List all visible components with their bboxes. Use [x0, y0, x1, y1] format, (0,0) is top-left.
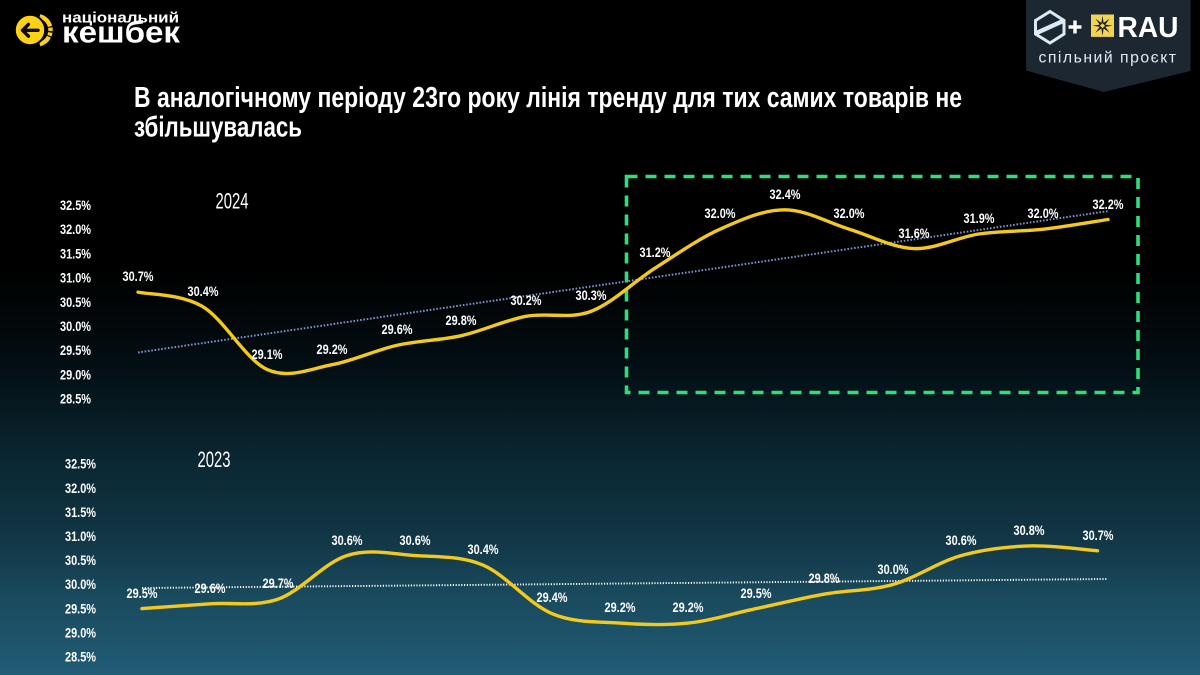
svg-text:32.2%: 32.2% [1093, 196, 1124, 212]
svg-text:29.6%: 29.6% [382, 321, 413, 337]
svg-text:29.5%: 29.5% [741, 585, 772, 601]
svg-text:29.8%: 29.8% [446, 312, 477, 328]
svg-text:29.5%: 29.5% [65, 600, 96, 616]
svg-text:2024: 2024 [216, 188, 249, 213]
svg-text:32.5%: 32.5% [65, 456, 96, 472]
svg-text:кешбек: кешбек [62, 15, 181, 50]
svg-text:30.0%: 30.0% [65, 576, 96, 592]
svg-text:32.0%: 32.0% [705, 205, 736, 221]
svg-text:30.6%: 30.6% [946, 532, 977, 548]
svg-text:29.5%: 29.5% [60, 342, 91, 358]
svg-text:31.2%: 31.2% [640, 244, 671, 260]
svg-text:В аналогічному періоду 23го ро: В аналогічному періоду 23го року лінія т… [134, 82, 962, 114]
svg-text:29.8%: 29.8% [809, 570, 840, 586]
svg-text:30.4%: 30.4% [468, 541, 499, 557]
svg-text:29.2%: 29.2% [673, 599, 704, 615]
svg-text:32.0%: 32.0% [834, 205, 865, 221]
svg-text:31.6%: 31.6% [899, 225, 930, 241]
svg-text:29.0%: 29.0% [60, 366, 91, 382]
svg-text:32.0%: 32.0% [65, 480, 96, 496]
svg-text:29.0%: 29.0% [65, 624, 96, 640]
svg-text:30.5%: 30.5% [60, 294, 91, 310]
svg-text:31.9%: 31.9% [964, 210, 995, 226]
svg-text:31.0%: 31.0% [65, 528, 96, 544]
svg-text:29.5%: 29.5% [127, 585, 158, 601]
svg-text:32.4%: 32.4% [770, 186, 801, 202]
svg-text:30.0%: 30.0% [60, 318, 91, 334]
svg-text:29.6%: 29.6% [195, 580, 226, 596]
svg-text:30.7%: 30.7% [123, 268, 154, 284]
svg-text:29.1%: 29.1% [252, 346, 283, 362]
svg-text:2023: 2023 [198, 447, 231, 472]
svg-text:29.7%: 29.7% [263, 575, 294, 591]
svg-text:30.6%: 30.6% [400, 532, 431, 548]
svg-text:28.5%: 28.5% [60, 391, 91, 407]
svg-text:30.8%: 30.8% [1014, 522, 1045, 538]
svg-text:30.2%: 30.2% [511, 292, 542, 308]
svg-text:збільшувалась: збільшувалась [134, 112, 302, 144]
svg-text:31.0%: 31.0% [60, 270, 91, 286]
svg-text:національний: національний [62, 10, 179, 27]
svg-text:32.0%: 32.0% [60, 221, 91, 237]
svg-text:спільний проєкт: спільний проєкт [1039, 50, 1178, 67]
svg-text:28.5%: 28.5% [65, 649, 96, 665]
svg-text:30.7%: 30.7% [1083, 527, 1114, 543]
svg-text:30.0%: 30.0% [878, 561, 909, 577]
svg-text:29.4%: 29.4% [537, 589, 568, 605]
svg-text:30.6%: 30.6% [332, 532, 363, 548]
svg-text:29.2%: 29.2% [317, 341, 348, 357]
svg-text:31.5%: 31.5% [60, 245, 91, 261]
svg-text:30.3%: 30.3% [576, 287, 607, 303]
svg-text:30.5%: 30.5% [65, 552, 96, 568]
svg-text:29.2%: 29.2% [605, 599, 636, 615]
svg-text:30.4%: 30.4% [188, 283, 219, 299]
svg-text:RAU: RAU [1118, 12, 1179, 44]
svg-text:32.0%: 32.0% [1028, 205, 1059, 221]
svg-text:31.5%: 31.5% [65, 504, 96, 520]
svg-text:32.5%: 32.5% [60, 197, 91, 213]
